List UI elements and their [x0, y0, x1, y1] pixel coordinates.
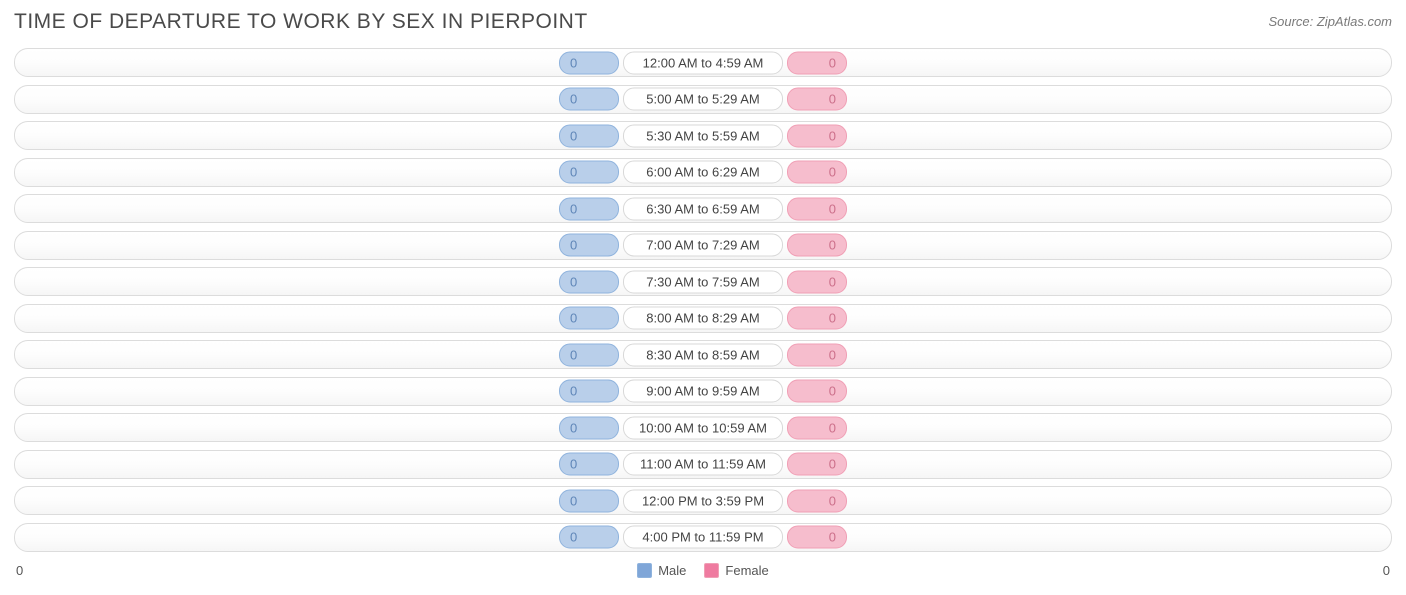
chart-row: 09:00 AM to 9:59 AM0 [14, 377, 1392, 406]
chart-row: 08:00 AM to 8:29 AM0 [14, 304, 1392, 333]
female-value-pill: 0 [787, 88, 847, 111]
category-label: 5:30 AM to 5:59 AM [623, 124, 783, 147]
row-center: 08:00 AM to 8:29 AM0 [559, 307, 847, 330]
axis-right-label: 0 [1383, 563, 1390, 578]
chart-footer: 0 Male Female 0 [14, 559, 1392, 581]
chart-source: Source: ZipAtlas.com [1268, 14, 1392, 29]
male-value-pill: 0 [559, 453, 619, 476]
chart-header: TIME OF DEPARTURE TO WORK BY SEX IN PIER… [14, 10, 1392, 34]
row-center: 011:00 AM to 11:59 AM0 [559, 453, 847, 476]
category-label: 11:00 AM to 11:59 AM [623, 453, 783, 476]
row-center: 012:00 AM to 4:59 AM0 [559, 51, 847, 74]
row-center: 06:30 AM to 6:59 AM0 [559, 197, 847, 220]
female-value-pill: 0 [787, 489, 847, 512]
legend: Male Female [637, 563, 769, 578]
chart-row: 011:00 AM to 11:59 AM0 [14, 450, 1392, 479]
chart-row: 012:00 AM to 4:59 AM0 [14, 48, 1392, 77]
male-value-pill: 0 [559, 343, 619, 366]
category-label: 9:00 AM to 9:59 AM [623, 380, 783, 403]
male-value-pill: 0 [559, 489, 619, 512]
female-value-pill: 0 [787, 161, 847, 184]
category-label: 7:00 AM to 7:29 AM [623, 234, 783, 257]
row-center: 08:30 AM to 8:59 AM0 [559, 343, 847, 366]
row-center: 09:00 AM to 9:59 AM0 [559, 380, 847, 403]
chart-row: 06:30 AM to 6:59 AM0 [14, 194, 1392, 223]
male-value-pill: 0 [559, 51, 619, 74]
chart-row: 07:00 AM to 7:29 AM0 [14, 231, 1392, 260]
category-label: 8:30 AM to 8:59 AM [623, 343, 783, 366]
male-value-pill: 0 [559, 88, 619, 111]
chart-title: TIME OF DEPARTURE TO WORK BY SEX IN PIER… [14, 10, 588, 34]
female-value-pill: 0 [787, 124, 847, 147]
row-center: 04:00 PM to 11:59 PM0 [559, 526, 847, 549]
chart-row: 012:00 PM to 3:59 PM0 [14, 486, 1392, 515]
category-label: 12:00 AM to 4:59 AM [623, 51, 783, 74]
legend-swatch-male [637, 563, 652, 578]
row-center: 07:00 AM to 7:29 AM0 [559, 234, 847, 257]
category-label: 7:30 AM to 7:59 AM [623, 270, 783, 293]
male-value-pill: 0 [559, 124, 619, 147]
legend-label-male: Male [658, 563, 686, 578]
legend-item-female: Female [704, 563, 768, 578]
chart-row: 05:00 AM to 5:29 AM0 [14, 85, 1392, 114]
category-label: 12:00 PM to 3:59 PM [623, 489, 783, 512]
category-label: 6:00 AM to 6:29 AM [623, 161, 783, 184]
female-value-pill: 0 [787, 453, 847, 476]
row-center: 012:00 PM to 3:59 PM0 [559, 489, 847, 512]
female-value-pill: 0 [787, 197, 847, 220]
female-value-pill: 0 [787, 380, 847, 403]
male-value-pill: 0 [559, 416, 619, 439]
male-value-pill: 0 [559, 270, 619, 293]
row-center: 010:00 AM to 10:59 AM0 [559, 416, 847, 439]
axis-left-label: 0 [16, 563, 23, 578]
chart-row: 04:00 PM to 11:59 PM0 [14, 523, 1392, 552]
legend-swatch-female [704, 563, 719, 578]
male-value-pill: 0 [559, 307, 619, 330]
female-value-pill: 0 [787, 343, 847, 366]
chart-area: 012:00 AM to 4:59 AM005:00 AM to 5:29 AM… [14, 48, 1392, 552]
male-value-pill: 0 [559, 197, 619, 220]
female-value-pill: 0 [787, 416, 847, 439]
category-label: 10:00 AM to 10:59 AM [623, 416, 783, 439]
chart-row: 08:30 AM to 8:59 AM0 [14, 340, 1392, 369]
row-center: 07:30 AM to 7:59 AM0 [559, 270, 847, 293]
category-label: 6:30 AM to 6:59 AM [623, 197, 783, 220]
category-label: 8:00 AM to 8:29 AM [623, 307, 783, 330]
male-value-pill: 0 [559, 161, 619, 184]
male-value-pill: 0 [559, 234, 619, 257]
chart-row: 010:00 AM to 10:59 AM0 [14, 413, 1392, 442]
chart-row: 06:00 AM to 6:29 AM0 [14, 158, 1392, 187]
row-center: 05:00 AM to 5:29 AM0 [559, 88, 847, 111]
female-value-pill: 0 [787, 307, 847, 330]
row-center: 05:30 AM to 5:59 AM0 [559, 124, 847, 147]
female-value-pill: 0 [787, 51, 847, 74]
legend-label-female: Female [725, 563, 768, 578]
chart-row: 07:30 AM to 7:59 AM0 [14, 267, 1392, 296]
legend-item-male: Male [637, 563, 686, 578]
male-value-pill: 0 [559, 526, 619, 549]
chart-row: 05:30 AM to 5:59 AM0 [14, 121, 1392, 150]
male-value-pill: 0 [559, 380, 619, 403]
female-value-pill: 0 [787, 270, 847, 293]
row-center: 06:00 AM to 6:29 AM0 [559, 161, 847, 184]
category-label: 4:00 PM to 11:59 PM [623, 526, 783, 549]
female-value-pill: 0 [787, 526, 847, 549]
category-label: 5:00 AM to 5:29 AM [623, 88, 783, 111]
female-value-pill: 0 [787, 234, 847, 257]
